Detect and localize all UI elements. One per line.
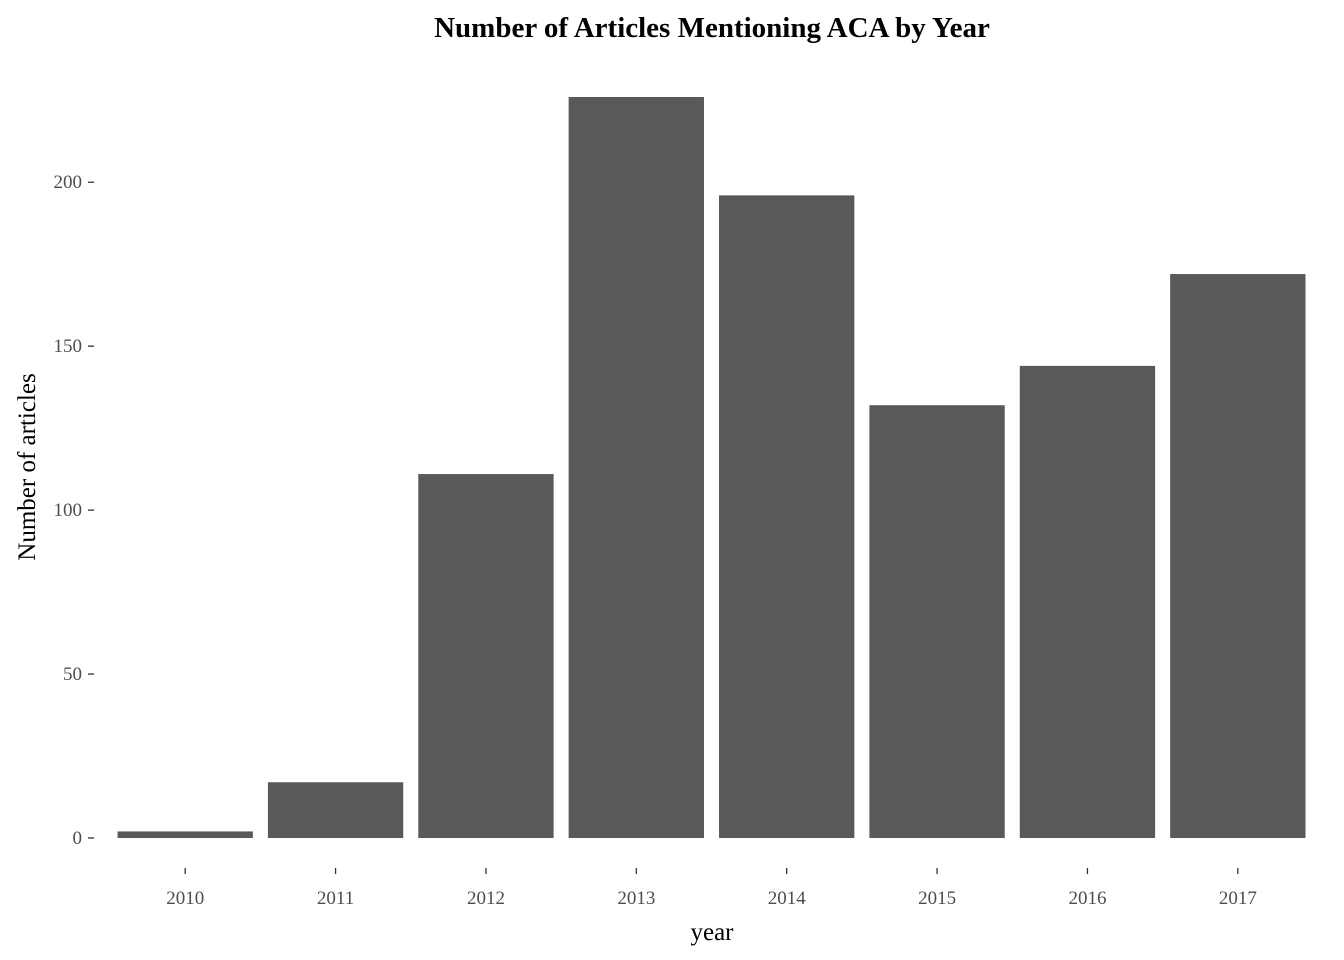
bar-2014: [719, 195, 855, 838]
x-tick-label: 2010: [166, 888, 204, 909]
x-tick-label: 2016: [1068, 888, 1106, 909]
y-axis-title: Number of articles: [14, 373, 41, 560]
bar-2011: [267, 782, 404, 838]
x-tick-label: 2014: [768, 888, 807, 909]
bar-2017: [1170, 274, 1306, 838]
bar-2015: [869, 405, 1005, 838]
x-tick-label: 2013: [617, 888, 655, 909]
bar-2012: [418, 474, 554, 838]
x-tick-label: 2015: [918, 888, 956, 909]
x-tick-label: 2017: [1219, 888, 1257, 909]
bar-2016: [1019, 365, 1156, 838]
chart-title: Number of Articles Mentioning ACA by Yea…: [434, 12, 990, 44]
x-axis: 2010 2011 2012 2013 2014 2015 2016 2017: [166, 868, 1257, 909]
y-tick-label: 0: [73, 828, 83, 849]
bar-2013: [568, 97, 704, 838]
y-tick-label: 150: [54, 336, 83, 357]
x-axis-title: year: [690, 919, 734, 946]
bar-2010: [117, 831, 253, 838]
x-tick-label: 2012: [467, 888, 505, 909]
y-tick-label: 100: [54, 500, 83, 521]
x-tick-label: 2011: [317, 888, 354, 909]
bars-layer: [117, 97, 1306, 838]
y-tick-label: 50: [63, 664, 82, 685]
y-axis: 0 50 100 150 200: [54, 172, 94, 849]
y-tick-label: 200: [54, 172, 83, 193]
